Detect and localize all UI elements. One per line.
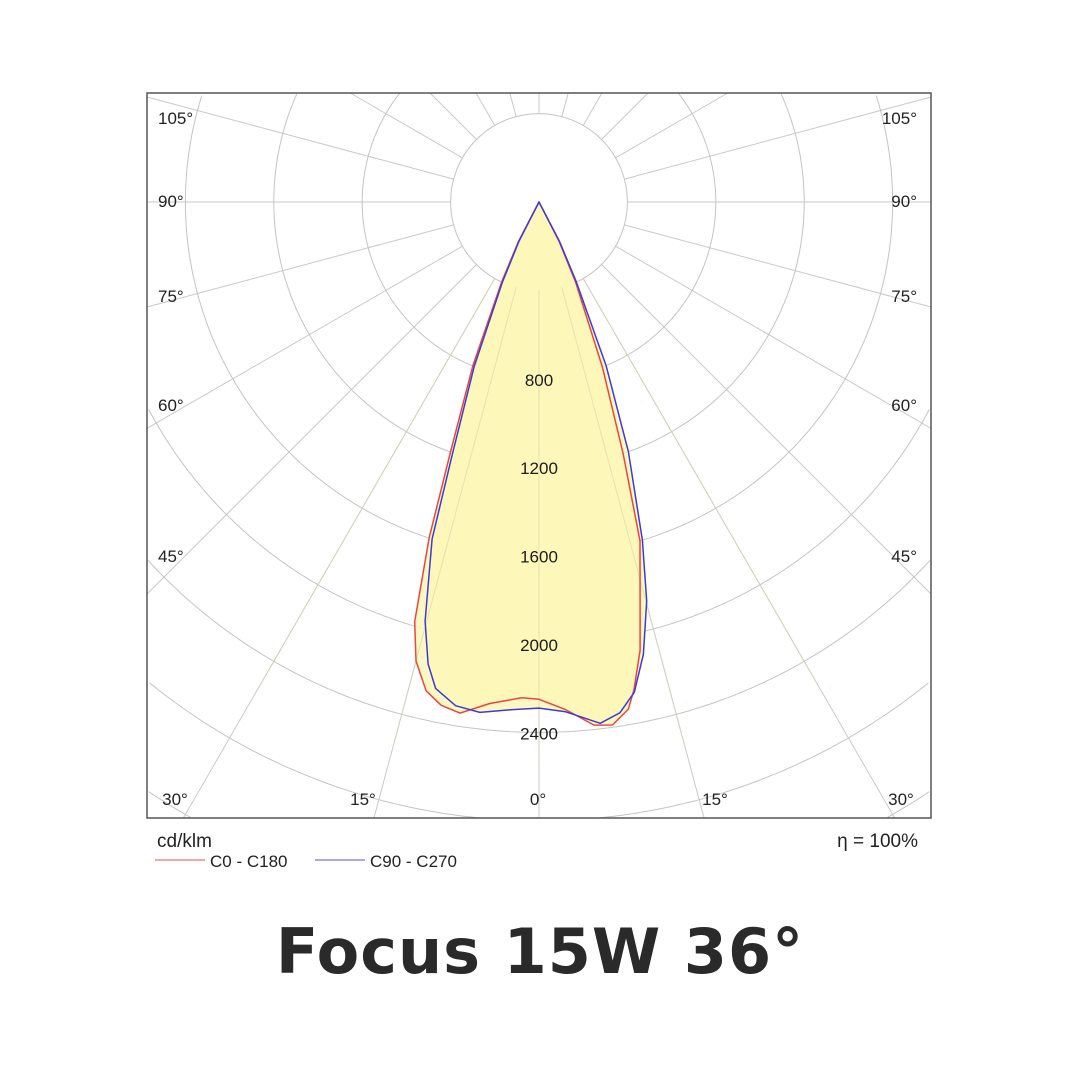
radial-gridline — [429, 92, 477, 140]
radial-tick-label: 800 — [525, 371, 553, 390]
legend-label-c90-c270: C90 - C270 — [370, 852, 457, 871]
radial-gridline-inner — [258, 278, 496, 688]
ring-gridline — [147, 559, 539, 733]
angle-label-right: 45° — [891, 547, 917, 566]
radial-gridline — [582, 92, 603, 126]
legend-label-c0-c180: C0 - C180 — [210, 852, 287, 871]
radial-gridline — [146, 264, 477, 595]
angle-label-right: 60° — [891, 396, 917, 415]
radial-gridline-inner — [582, 278, 820, 688]
radial-gridline — [601, 264, 932, 595]
intensity-curves — [258, 201, 820, 762]
radial-tick-label: 2400 — [520, 724, 558, 743]
angle-label-left: 45° — [158, 547, 184, 566]
radial-gridline — [601, 92, 649, 140]
chart-frame — [146, 92, 932, 819]
ring-gridline — [886, 791, 930, 818]
curve-line-c90-c270 — [424, 201, 648, 725]
ring-gridline — [149, 682, 480, 819]
efficiency-label: η = 100% — [837, 831, 918, 852]
radial-gridline — [624, 96, 932, 180]
angle-label-left: 90° — [158, 192, 184, 211]
angle-label-right: 90° — [891, 192, 917, 211]
angle-label-bottom: 15° — [702, 790, 728, 809]
ring-gridline — [539, 559, 931, 733]
radial-gridline — [349, 92, 463, 159]
angle-label-bottom: 15° — [350, 790, 376, 809]
radial-gridline — [475, 92, 496, 126]
product-title: Focus 15W 36° — [275, 915, 805, 988]
radial-tick-labels: 800 1200 1600 2000 2400 — [520, 371, 558, 744]
radial-gridline — [146, 245, 463, 429]
radial-tick-label: 1200 — [520, 459, 558, 478]
radial-gridline — [561, 92, 569, 117]
curve-line-c0-c180 — [413, 201, 641, 726]
angle-label-left: 60° — [158, 396, 184, 415]
radial-gridline — [509, 92, 517, 117]
angle-label-left: 105° — [158, 109, 193, 128]
unit-label: cd/klm — [157, 831, 212, 852]
angle-label-bottom: 30° — [888, 790, 914, 809]
angle-labels: 105° 90° 75° 60° 45° 105° 90° 75° 60° 45° 30° 15° 0°… — [158, 109, 917, 809]
angle-label-right: 105° — [882, 109, 917, 128]
ring-gridline — [539, 95, 894, 557]
angle-label-bottom: 0° — [530, 790, 546, 809]
radial-gridline-inner — [393, 287, 517, 744]
angle-label-bottom: 30° — [162, 790, 188, 809]
ring-gridline — [598, 682, 929, 819]
radial-gridline — [615, 92, 729, 159]
radial-tick-label: 2000 — [520, 636, 558, 655]
radial-tick-label: 1600 — [520, 548, 558, 567]
radial-gridline — [615, 245, 932, 429]
angle-label-left: 75° — [158, 287, 184, 306]
angle-label-right: 75° — [891, 287, 917, 306]
radial-gridline — [146, 224, 454, 308]
radial-gridline-inner — [561, 287, 685, 744]
radial-gridline — [146, 96, 454, 180]
ring-gridline — [148, 791, 192, 818]
radial-gridline — [624, 224, 932, 308]
